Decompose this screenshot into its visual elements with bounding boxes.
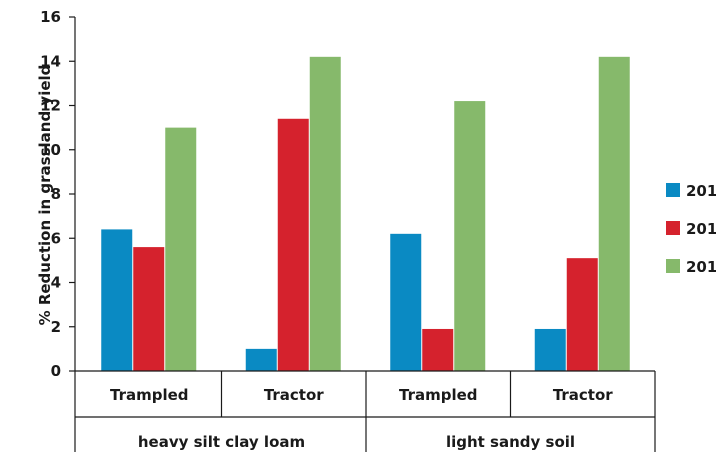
y-tick-label: 16 — [40, 8, 61, 26]
y-tick-label: 6 — [51, 229, 61, 247]
bar-2014-0 — [165, 127, 197, 371]
legend-swatch-2012 — [666, 183, 680, 197]
legend-swatch-2014 — [666, 259, 680, 273]
bar-2012-1 — [245, 348, 277, 371]
y-tick-label: 12 — [40, 97, 61, 115]
bar-2014-1 — [309, 56, 341, 371]
legend-swatch-2013 — [666, 221, 680, 235]
y-axis: 0 2 4 6 8 10 12 14 16 — [40, 8, 76, 452]
legend-label-2013: 2013 — [686, 220, 716, 238]
y-tick-label: 0 — [51, 362, 61, 380]
y-tick-label: 8 — [51, 185, 61, 203]
x-tick-label: Trampled — [399, 386, 478, 404]
y-tick-label: 14 — [40, 52, 61, 70]
x-axis: Trampled Tractor Trampled Tractor heavy silt… — [75, 370, 656, 452]
bar-2014-2 — [454, 101, 486, 371]
y-tick-label: 4 — [51, 274, 61, 292]
bar-2012-2 — [390, 233, 422, 371]
bar-2013-0 — [133, 247, 165, 371]
x-tick-label: Trampled — [110, 386, 189, 404]
group-label: heavy silt clay loam — [138, 433, 305, 451]
bar-2013-1 — [277, 118, 309, 372]
bar-2013-3 — [566, 258, 598, 371]
legend-label-2014: 2014 — [686, 258, 716, 276]
bar-2013-2 — [422, 328, 454, 371]
bar-2012-0 — [101, 229, 133, 371]
group-label: light sandy soil — [446, 433, 575, 451]
y-tick-label: 2 — [51, 318, 61, 336]
bars — [101, 56, 630, 372]
x-tick-label: Tractor — [553, 386, 613, 404]
bar-2014-3 — [598, 56, 630, 371]
bar-2012-3 — [534, 328, 566, 371]
y-axis-title: % Reduction in grassland yield — [36, 65, 54, 326]
y-tick-label: 10 — [40, 141, 61, 159]
x-tick-label: Tractor — [264, 386, 324, 404]
